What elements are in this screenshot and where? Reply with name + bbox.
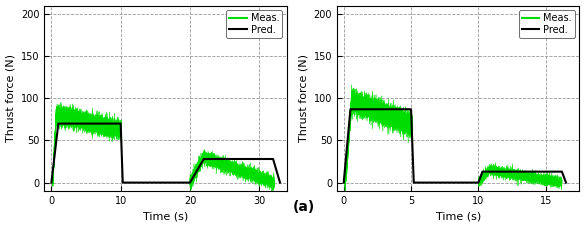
Legend: Meas., Pred.: Meas., Pred. (519, 10, 574, 38)
Legend: Meas., Pred.: Meas., Pred. (226, 10, 282, 38)
X-axis label: Time (s): Time (s) (143, 211, 188, 222)
Y-axis label: Thrust force (N): Thrust force (N) (5, 54, 16, 142)
Y-axis label: Thrust force (N): Thrust force (N) (298, 54, 308, 142)
Text: (a): (a) (293, 200, 315, 214)
X-axis label: Time (s): Time (s) (436, 211, 481, 222)
